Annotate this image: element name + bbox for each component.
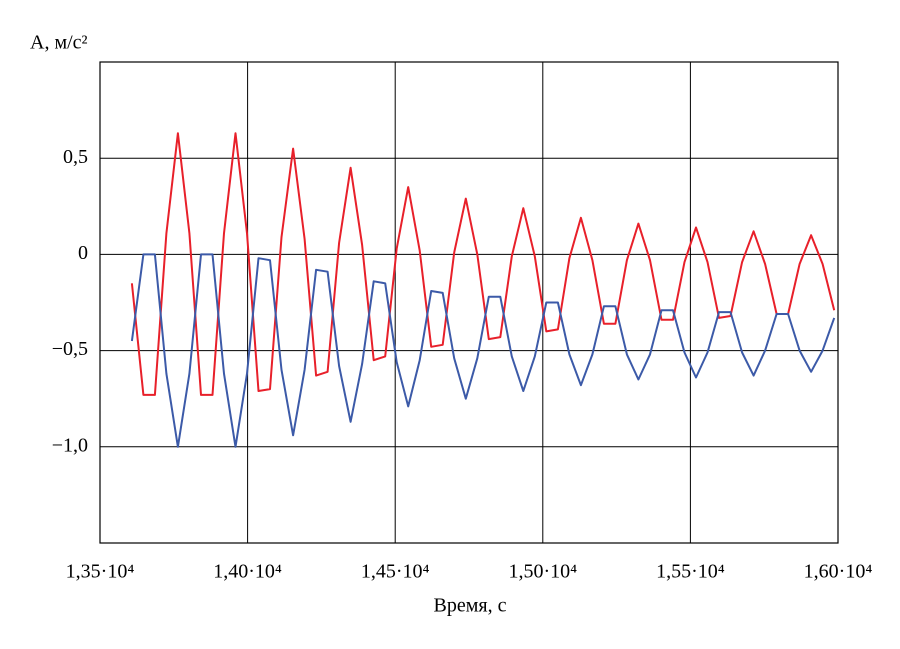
x-tick-label: 1,55·10⁴ [656, 561, 725, 583]
x-tick-label: 1,60·10⁴ [804, 561, 873, 583]
y-tick-label: 0 [78, 242, 88, 264]
x-tick-label: 1,40·10⁴ [213, 561, 282, 583]
x-tick-label: 1,45·10⁴ [361, 561, 430, 583]
data-line [130, 253, 836, 448]
y-tick-label: 0,5 [63, 146, 88, 168]
x-tick-label: 1,35·10⁴ [66, 561, 135, 583]
x-tick-label: 1,50·10⁴ [508, 561, 577, 583]
y-axis-title: A, м/с² [30, 32, 88, 54]
x-axis-title: Время, с [434, 595, 507, 617]
y-tick-label: −0,5 [52, 338, 88, 360]
y-tick-label: −1,0 [52, 434, 88, 456]
data-line [130, 132, 836, 396]
plot-frame [99, 61, 839, 544]
